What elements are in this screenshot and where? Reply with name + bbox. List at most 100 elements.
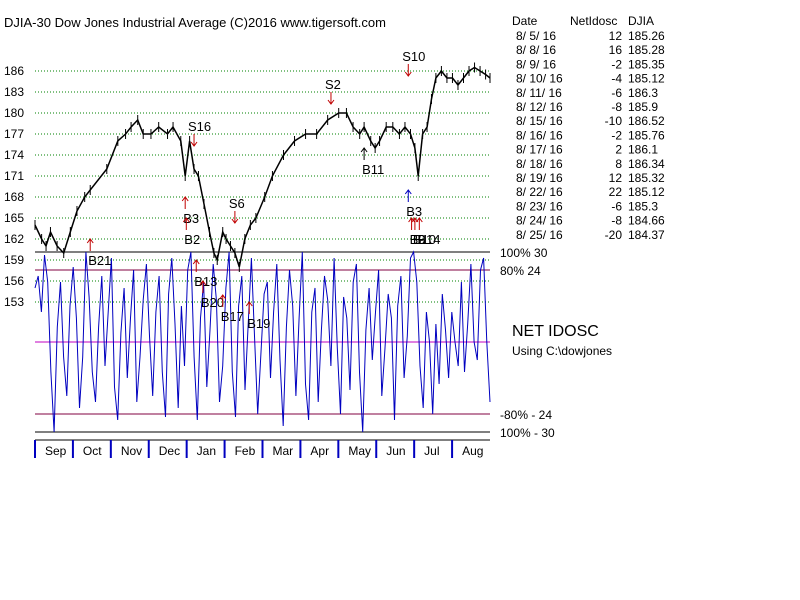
table-cell-idosc: 12 (609, 29, 623, 43)
oscillator-level-label: -80% - 24 (500, 408, 552, 422)
buy-arrow (408, 217, 415, 230)
month-label: Sep (45, 444, 67, 458)
signal-label: S2 (325, 77, 341, 92)
table-header: Date (512, 14, 538, 28)
table-header: DJIA (628, 14, 654, 28)
table-header: NetIdosc (570, 14, 617, 28)
oscillator-level-label: 100% 30 (500, 246, 548, 260)
buy-arrow (192, 259, 200, 272)
table-cell-djia: 185.26 (628, 29, 665, 43)
table-cell-djia: 186.34 (628, 157, 665, 171)
table-cell-date: 8/ 12/ 16 (516, 100, 563, 114)
buy-arrow (360, 147, 368, 160)
table-cell-idosc: 22 (609, 185, 623, 199)
signal-label: B3 (183, 211, 199, 226)
signal-label: B17 (221, 309, 244, 324)
signal-label: B2 (184, 232, 200, 247)
buy-arrow (86, 238, 94, 251)
oscillator-levels: 100% 30 80% 24 -80% - 24 100% - 30 (35, 246, 555, 440)
month-label: Nov (121, 444, 142, 458)
table-cell-date: 8/ 8/ 16 (516, 43, 556, 57)
table-cell-idosc: -2 (611, 128, 622, 142)
table-cell-idosc: -10 (605, 114, 623, 128)
month-label: Mar (273, 444, 294, 458)
table-cell-date: 8/ 17/ 16 (516, 143, 563, 157)
price-tick-label: 162 (4, 232, 24, 246)
buy-arrow (245, 301, 253, 314)
table-cell-djia: 185.12 (628, 185, 665, 199)
signal-label: S6 (229, 196, 245, 211)
table-cell-djia: 185.76 (628, 128, 665, 142)
buy-arrow (415, 217, 423, 230)
table-cell-djia: 185.12 (628, 72, 665, 86)
signal-label: B19 (247, 316, 270, 331)
signal-label: B14 (417, 232, 440, 247)
chart-title: DJIA-30 Dow Jones Industrial Average (C)… (4, 15, 386, 30)
price-tick-label: 174 (4, 148, 24, 162)
table-cell-date: 8/ 11/ 16 (516, 86, 562, 100)
oscillator-series (34, 250, 491, 433)
month-label: Apr (310, 444, 329, 458)
oscillator-name: NET IDOSC (512, 323, 599, 340)
price-tick-label: 153 (4, 295, 24, 309)
month-label: Jun (386, 444, 405, 458)
table-cell-idosc: 8 (615, 157, 622, 171)
signal-label: B11 (362, 162, 384, 177)
buy-arrow (404, 189, 412, 202)
month-label: May (348, 444, 371, 458)
price-tick-label: 183 (4, 85, 24, 99)
table-cell-date: 8/ 22/ 16 (516, 185, 563, 199)
table-cell-idosc: 16 (609, 43, 623, 57)
table-cell-djia: 185.28 (628, 43, 665, 57)
table-cell-djia: 184.37 (628, 228, 665, 242)
table-cell-date: 8/ 23/ 16 (516, 199, 563, 213)
buy-arrow (182, 217, 190, 230)
price-series (34, 62, 491, 272)
table-cell-djia: 186.3 (628, 86, 658, 100)
sell-arrow (404, 64, 412, 77)
oscillator-source: Using C:\dowjones (512, 344, 612, 358)
buy-arrow (199, 280, 207, 293)
table-cell-date: 8/ 15/ 16 (516, 114, 563, 128)
month-label: Jan (197, 444, 216, 458)
table-cell-idosc: -8 (611, 100, 622, 114)
table-cell-date: 8/ 19/ 16 (516, 171, 563, 185)
price-tick-label: 186 (4, 64, 24, 78)
table-cell-djia: 185.35 (628, 57, 665, 71)
price-tick-label: 177 (4, 127, 24, 141)
table-cell-idosc: 12 (609, 171, 623, 185)
signal-label: B10 (413, 232, 436, 247)
month-label: Jul (424, 444, 439, 458)
table-cell-djia: 184.66 (628, 214, 665, 228)
price-axis-ticks: 186 183 180 177 174 171 168 165 162 159 156 153 (4, 64, 24, 309)
table-cell-date: 8/ 24/ 16 (516, 214, 563, 228)
table-cell-djia: 185.32 (628, 171, 665, 185)
table-cell-date: 8/ 10/ 16 (516, 72, 563, 86)
signal-label: B21 (88, 253, 111, 268)
signal-label: B13 (194, 274, 217, 289)
table-cell-date: 8/ 5/ 16 (516, 29, 556, 43)
month-label: Dec (159, 444, 180, 458)
table-cell-idosc: -8 (611, 214, 622, 228)
table-cell-idosc: -4 (611, 72, 622, 86)
table-cell-idosc: -6 (611, 86, 622, 100)
oscillator-level-label: 80% 24 (500, 264, 541, 278)
table-cell-idosc: 2 (615, 143, 622, 157)
price-tick-label: 156 (4, 274, 24, 288)
signal-label: S10 (402, 49, 425, 64)
price-tick-label: 159 (4, 253, 24, 267)
signal-label: B9 (410, 232, 426, 247)
signal-label: S16 (188, 119, 211, 134)
month-axis: Sep Oct Nov Dec Jan Feb Mar Apr May Jun Jul Aug (34, 439, 490, 458)
table-cell-idosc: -20 (605, 228, 623, 242)
price-tick-label: 180 (4, 106, 24, 120)
month-label: Feb (235, 444, 256, 458)
price-tick-label: 171 (4, 169, 24, 183)
table-cell-date: 8/ 18/ 16 (516, 157, 563, 171)
table-cell-date: 8/ 25/ 16 (516, 228, 563, 242)
price-tick-label: 168 (4, 190, 24, 204)
table-cell-djia: 185.3 (628, 199, 658, 213)
table-cell-date: 8/ 16/ 16 (516, 128, 563, 142)
